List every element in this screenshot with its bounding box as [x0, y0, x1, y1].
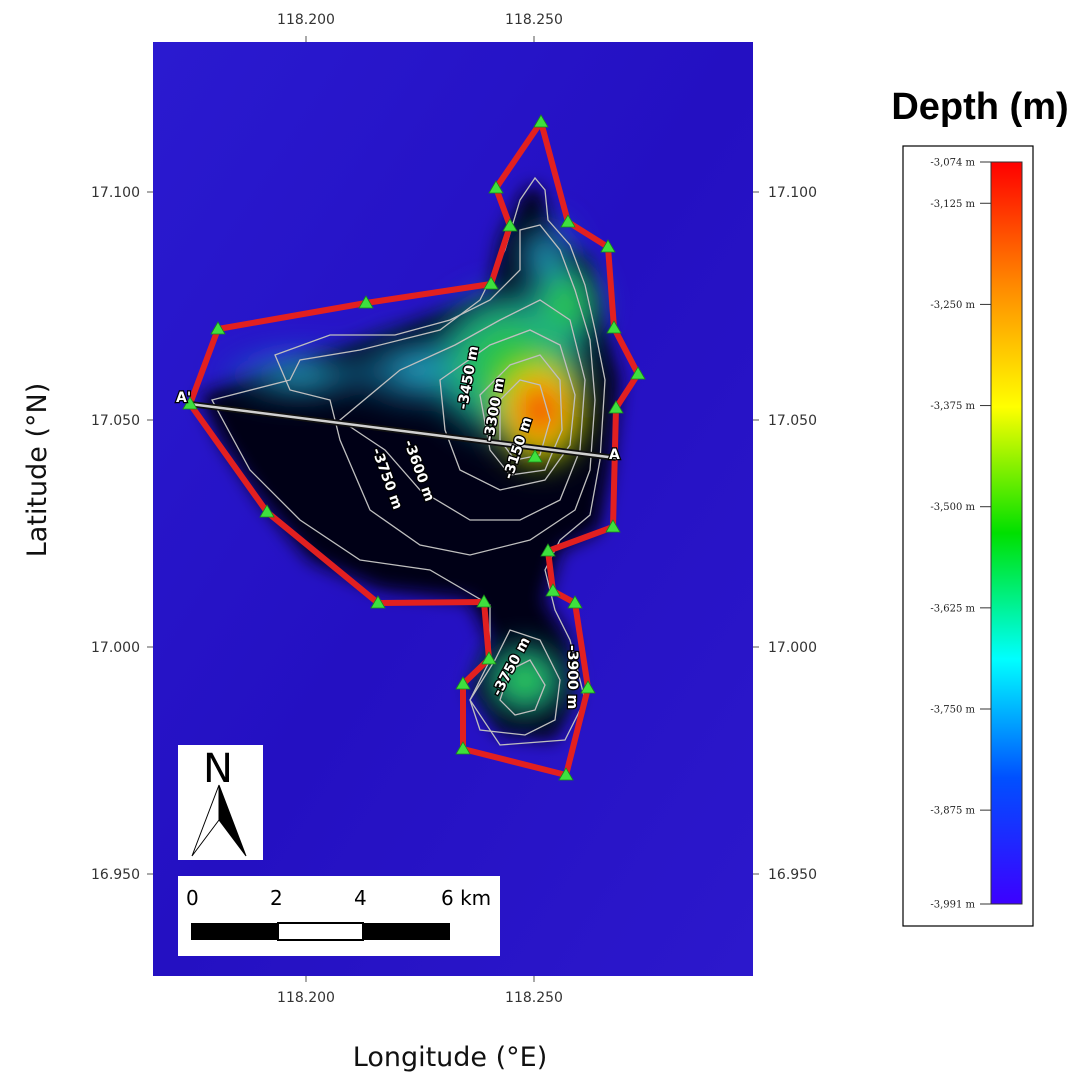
boundary-vertex-marker	[606, 320, 622, 334]
legend-tick-label: -3,375 m	[930, 401, 975, 412]
boundary-vertex-marker	[358, 295, 374, 309]
boundary-vertex-marker	[370, 595, 386, 609]
legend-tick-label: -3,500 m	[930, 502, 975, 513]
boundary-vertex-marker	[560, 214, 576, 228]
boundary-vertex-marker	[488, 180, 504, 194]
boundary-vertex-marker	[455, 676, 471, 690]
boundary-vertex-marker	[210, 321, 226, 335]
boundary-vertex-marker	[540, 543, 556, 557]
profile-start-label: A'	[176, 390, 191, 406]
scale-label: 4	[354, 886, 367, 910]
y-tick-label-right: 17.000	[768, 640, 817, 656]
boundary-vertex-marker	[483, 276, 499, 290]
x-tick-label-bottom: 118.200	[277, 990, 335, 1006]
boundary-vertex-marker	[608, 400, 624, 414]
legend-tick-label: -3,250 m	[930, 300, 975, 311]
x-tick-label-top: 118.200	[277, 12, 335, 28]
scale-bar: 0 2 4 6 km	[178, 876, 500, 956]
boundary-vertex-marker	[605, 519, 621, 533]
legend-colorbar	[990, 161, 1023, 905]
legend-tick-label: -3,074 m	[930, 158, 975, 169]
contour-label: -3900 m	[564, 645, 580, 709]
x-tick-label-bottom: 118.250	[505, 990, 563, 1006]
y-tick-label-left: 16.950	[91, 867, 140, 883]
legend-title: Depth (m)	[891, 86, 1068, 128]
legend-tick-label: -3,991 m	[930, 900, 975, 911]
boundary-vertex-marker	[502, 218, 518, 232]
boundary-vertex-marker	[630, 366, 646, 380]
boundary-vertices	[182, 114, 646, 781]
y-tick-label-left: 17.000	[91, 640, 140, 656]
legend-tick-label: -3,750 m	[930, 704, 975, 715]
x-tick-label-top: 118.250	[505, 12, 563, 28]
legend-tick-label: -3,875 m	[930, 806, 975, 817]
boundary-vertex-marker	[476, 594, 492, 608]
scale-label: 6 km	[441, 886, 491, 910]
boundary-vertex-marker	[527, 449, 543, 463]
y-axis-title: Latitude (°N)	[22, 383, 53, 557]
bathymetry-map: -3450 m -3300 m -3150 m -3600 m -3750 m …	[153, 42, 753, 976]
profile-end-label: A	[609, 447, 620, 463]
boundary-vertex-marker	[481, 651, 497, 665]
depth-legend: Depth (m) -3,074 m -3,125 m -3,250 m -3,375…	[891, 86, 1069, 927]
boundary-vertex-marker	[182, 396, 198, 410]
boundary-vertex-marker	[558, 767, 574, 781]
boundary-vertex-marker	[600, 239, 616, 253]
y-tick-label-left: 17.100	[91, 185, 140, 201]
y-tick-label-right: 17.050	[768, 413, 817, 429]
legend-tick-label: -3,125 m	[930, 199, 975, 210]
north-arrow: N	[178, 745, 263, 860]
boundary-vertex-marker	[567, 595, 583, 609]
north-label: N	[203, 746, 233, 792]
boundary-vertex-marker	[455, 741, 471, 755]
scale-label: 0	[186, 886, 199, 910]
contour-lines	[211, 176, 606, 746]
x-axis-title: Longitude (°E)	[353, 1042, 548, 1073]
boundary-vertex-marker	[545, 583, 561, 597]
scale-label: 2	[270, 886, 283, 910]
y-tick-label-left: 17.050	[91, 413, 140, 429]
boundary-vertex-marker	[580, 680, 596, 694]
y-tick-label-right: 16.950	[768, 867, 817, 883]
legend-tick-label: -3,625 m	[930, 603, 975, 614]
axis-ticks	[147, 36, 759, 982]
y-tick-label-right: 17.100	[768, 185, 817, 201]
boundary-vertex-marker	[533, 114, 549, 128]
boundary-vertex-marker	[259, 504, 275, 518]
legend-ticks: -3,074 m -3,125 m -3,250 m -3,375 m -3,500 m…	[930, 158, 991, 911]
